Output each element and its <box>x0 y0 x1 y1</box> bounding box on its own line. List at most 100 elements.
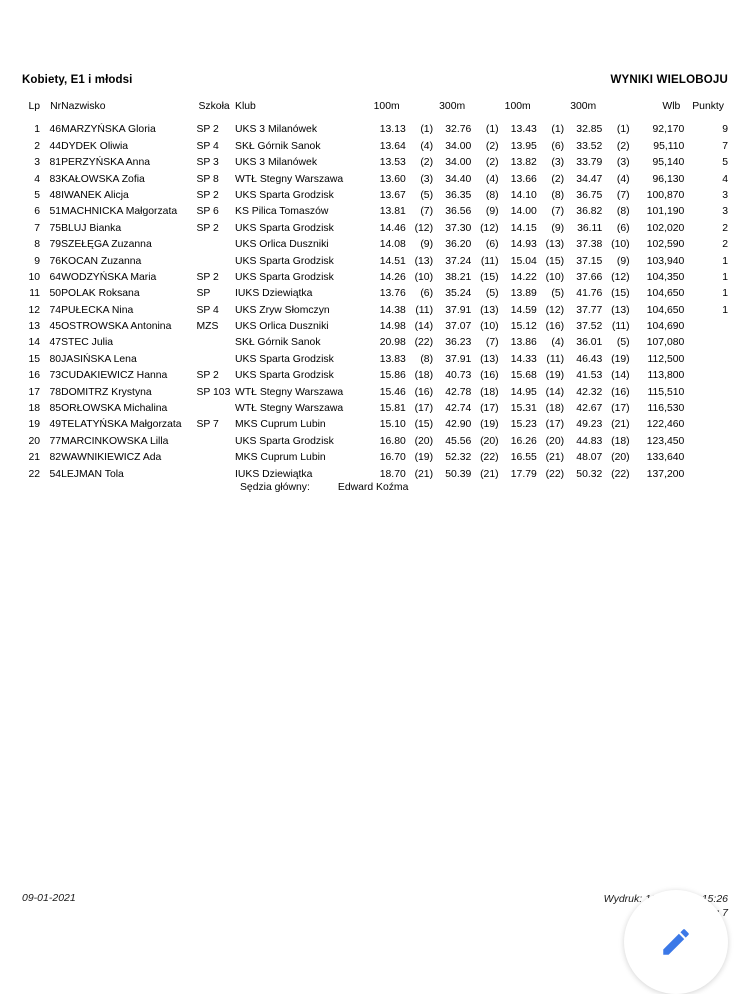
cell-punkty: 5 <box>722 157 728 169</box>
cell-run3-time: 16.26 <box>510 435 537 447</box>
cell-run4-rank: (11) <box>611 321 630 333</box>
cell-run4-rank: (10) <box>611 239 630 251</box>
cell-name: IWANEK Alicja <box>61 189 129 201</box>
cell-punkty <box>684 437 728 453</box>
cell-run3-rank: (1) <box>551 124 565 136</box>
cell-run1-rank: (8) <box>420 353 434 365</box>
cell-run1-time: 15.46 <box>379 386 406 398</box>
cell-nr: 64 <box>49 271 62 283</box>
cell-run1-rank: (13) <box>414 255 434 267</box>
cell-punkty: 1 <box>722 255 728 267</box>
cell-wlb: 107,080 <box>646 337 685 349</box>
cell-club: UKS Orlica Duszniki <box>235 321 329 333</box>
column-header-name: Nazwisko <box>61 101 106 112</box>
cell-lp: 4 <box>34 173 40 185</box>
cell-run1-time: 13.60 <box>379 173 406 185</box>
cell-lp: 18 <box>28 403 40 415</box>
cell-run4-rank: (20) <box>611 452 630 464</box>
cell-run2-time: 34.00 <box>445 157 472 169</box>
cell-run4-time: 42.32 <box>576 386 603 398</box>
cell-name: BLUJ Bianka <box>61 222 122 234</box>
cell-run3-rank: (18) <box>545 403 565 415</box>
table-row: 13 45 OSTROWSKA Antonina MZS UKS Orlica Dusz… <box>22 321 728 338</box>
cell-run4-rank: (3) <box>616 157 630 169</box>
cell-run4-rank: (1) <box>616 124 630 136</box>
cell-run2-rank: (8) <box>485 189 499 201</box>
cell-club: UKS 3 Milanówek <box>235 157 318 169</box>
cell-punkty: 7 <box>722 140 728 152</box>
cell-run3-time: 14.93 <box>510 239 537 251</box>
cell-nr: 49 <box>49 419 62 431</box>
cell-run1-time: 14.38 <box>379 304 406 316</box>
cell-run4-time: 37.77 <box>576 304 603 316</box>
cell-run1-rank: (20) <box>414 435 434 447</box>
cell-run1-rank: (16) <box>414 386 434 398</box>
cell-name: MARZYŃSKA Gloria <box>61 124 156 136</box>
cell-run1-rank: (10) <box>414 271 434 283</box>
cell-club: SKŁ Górnik Sanok <box>235 140 321 152</box>
cell-run3-time: 15.31 <box>510 403 537 415</box>
cell-run2-rank: (4) <box>485 173 499 185</box>
cell-run2-rank: (9) <box>485 206 499 218</box>
cell-lp: 11 <box>29 288 40 300</box>
cell-run2-rank: (11) <box>480 255 499 267</box>
cell-run3-rank: (16) <box>545 321 565 333</box>
referee-name: Edward Koźma <box>337 482 409 493</box>
cell-wlb: 95,140 <box>652 157 685 169</box>
cell-run3-time: 13.95 <box>510 140 537 152</box>
cell-name: PERZYŃSKA Anna <box>61 157 151 169</box>
cell-lp: 13 <box>28 321 40 333</box>
cell-run2-rank: (2) <box>485 140 499 152</box>
cell-punkty <box>684 470 728 486</box>
cell-run1-time: 15.10 <box>379 419 406 431</box>
cell-nr: 81 <box>49 157 62 169</box>
cell-run1-rank: (2) <box>420 157 434 169</box>
cell-name: KAŁOWSKA Zofia <box>61 173 145 185</box>
cell-school: SP 2 <box>196 370 219 382</box>
cell-run1-rank: (17) <box>414 403 434 415</box>
edit-fab-button[interactable] <box>624 890 728 994</box>
cell-run1-rank: (5) <box>420 189 434 201</box>
cell-punkty <box>684 355 728 371</box>
cell-run2-rank: (19) <box>480 419 499 431</box>
cell-run4-rank: (22) <box>611 468 630 480</box>
results-table-head: Lp Nr Nazwisko Szkoła Klub 100m 300m 100… <box>22 101 728 125</box>
cell-run2-time: 38.21 <box>445 271 472 283</box>
cell-run1-time: 13.83 <box>379 353 406 365</box>
cell-run3-time: 15.68 <box>510 370 537 382</box>
cell-run3-rank: (9) <box>551 222 565 234</box>
cell-name: MACHNICKA Małgorzata <box>61 206 178 218</box>
cell-wlb: 102,020 <box>646 222 685 234</box>
cell-nr: 45 <box>49 321 62 333</box>
cell-club: UKS Sparta Grodzisk <box>235 435 334 447</box>
cell-school: SP <box>196 288 211 300</box>
cell-run3-rank: (10) <box>545 271 565 283</box>
cell-lp: 14 <box>28 337 40 349</box>
cell-name: DOMITRZ Krystyna <box>61 386 152 398</box>
cell-name: LEJMAN Tola <box>61 468 124 480</box>
cell-wlb: 122,460 <box>646 419 685 431</box>
cell-run3-rank: (2) <box>551 173 565 185</box>
cell-lp: 5 <box>34 189 40 201</box>
cell-punkty: 4 <box>722 173 728 185</box>
cell-nr: 76 <box>49 255 62 267</box>
cell-school: SP 8 <box>196 173 219 185</box>
cell-lp: 20 <box>28 435 40 447</box>
cell-run4-time: 37.66 <box>576 271 603 283</box>
cell-run1-time: 13.64 <box>379 140 406 152</box>
table-row: 14 47 STEC Julia SKŁ Górnik Sanok 20.98 (22) 3… <box>22 338 728 354</box>
cell-punkty <box>684 420 728 436</box>
table-row: 15 80 JASIŃSKA Lena UKS Sparta Grodzisk 13.8… <box>22 353 728 371</box>
cell-club: IUKS Dziewiątka <box>235 288 313 300</box>
cell-lp: 2 <box>34 140 40 152</box>
cell-nr: 79 <box>49 239 62 251</box>
cell-run2-time: 37.07 <box>445 321 472 333</box>
table-row: 9 76 KOCAN Zuzanna UKS Sparta Grodzisk 14.51… <box>22 255 728 273</box>
cell-school <box>196 257 235 273</box>
cell-school: SP 2 <box>196 124 219 136</box>
column-header-punkty: Punkty <box>692 101 724 112</box>
cell-name: JASIŃSKA Lena <box>61 353 137 365</box>
cell-run1-time: 13.13 <box>379 124 406 136</box>
cell-lp: 22 <box>28 468 40 480</box>
cell-run1-time: 13.76 <box>379 288 406 300</box>
